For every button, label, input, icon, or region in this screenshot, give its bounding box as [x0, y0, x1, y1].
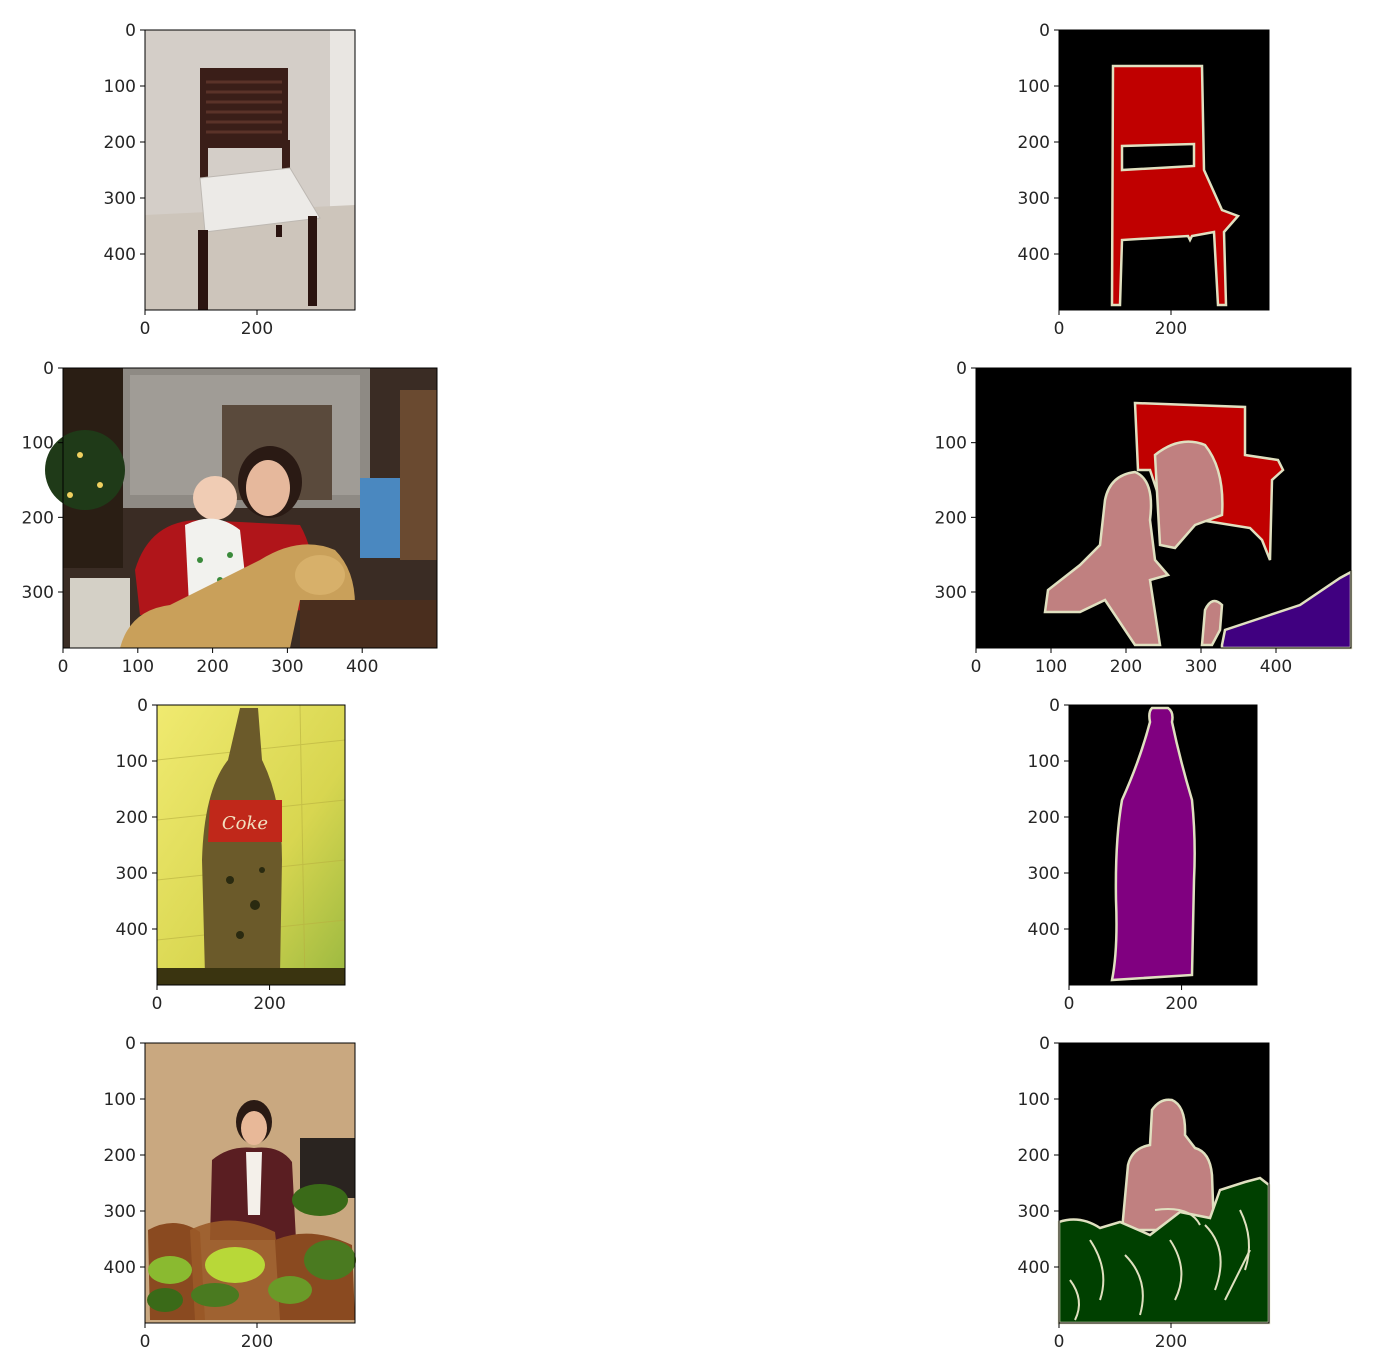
- y-tick-label: 100: [1028, 752, 1060, 772]
- x-tick-label: 0: [1064, 994, 1075, 1014]
- y-tick-label: 300: [935, 583, 967, 603]
- x-tick-label: 200: [1165, 994, 1197, 1014]
- y-tick-label: 200: [116, 808, 148, 828]
- panel-7-image: [145, 1043, 356, 1323]
- x-tick-label: 0: [1054, 1332, 1065, 1352]
- y-tick-label: 300: [116, 864, 148, 884]
- x-tick-label: 200: [196, 657, 228, 677]
- y-tick-label: 100: [22, 434, 54, 454]
- y-tick-label: 0: [43, 359, 54, 379]
- y-tick-label: 100: [104, 77, 136, 97]
- x-tick-label: 0: [140, 1332, 151, 1352]
- x-tick-label: 200: [1155, 1332, 1187, 1352]
- y-tick-label: 0: [956, 359, 967, 379]
- y-tick-label: 0: [125, 21, 136, 41]
- x-tick-label: 0: [58, 657, 69, 677]
- panel-2-mask: [1059, 30, 1269, 310]
- y-tick-label: 100: [1018, 77, 1050, 97]
- panel-1-image: [145, 30, 355, 310]
- panel-6-mask: [1069, 705, 1257, 985]
- y-tick-label: 0: [137, 696, 148, 716]
- x-tick-label: 200: [253, 994, 285, 1014]
- y-tick-label: 300: [104, 189, 136, 209]
- y-tick-label: 0: [1039, 1034, 1050, 1054]
- x-tick-label: 200: [1155, 319, 1187, 339]
- panel-3-image: [45, 368, 437, 648]
- y-tick-label: 400: [1018, 245, 1050, 265]
- y-tick-label: 100: [116, 752, 148, 772]
- y-tick-label: 200: [1018, 133, 1050, 153]
- y-tick-label: 400: [1028, 920, 1060, 940]
- x-tick-label: 400: [346, 657, 378, 677]
- y-tick-label: 300: [104, 1202, 136, 1222]
- y-tick-label: 300: [1028, 864, 1060, 884]
- y-tick-label: 200: [1028, 808, 1060, 828]
- y-tick-label: 0: [1049, 696, 1060, 716]
- chair-photo: [145, 30, 355, 310]
- panel-8-mask: [1059, 1043, 1269, 1323]
- y-tick-label: 100: [935, 434, 967, 454]
- y-tick-label: 300: [1018, 189, 1050, 209]
- y-tick-label: 400: [104, 245, 136, 265]
- x-tick-label: 400: [1260, 657, 1292, 677]
- y-tick-label: 100: [104, 1090, 136, 1110]
- x-tick-label: 200: [1110, 657, 1142, 677]
- x-tick-label: 0: [971, 657, 982, 677]
- panel-4-mask: [976, 368, 1351, 648]
- y-tick-label: 200: [104, 1146, 136, 1166]
- x-tick-label: 300: [1185, 657, 1217, 677]
- x-tick-label: 100: [1035, 657, 1067, 677]
- x-tick-label: 0: [1054, 319, 1065, 339]
- x-tick-label: 0: [152, 994, 163, 1014]
- y-tick-label: 200: [1018, 1146, 1050, 1166]
- x-tick-label: 300: [271, 657, 303, 677]
- y-tick-label: 200: [22, 508, 54, 528]
- y-tick-label: 200: [104, 133, 136, 153]
- x-tick-label: 0: [140, 319, 151, 339]
- y-tick-label: 400: [104, 1258, 136, 1278]
- panel-5-image: Coke: [157, 705, 345, 985]
- y-tick-label: 100: [1018, 1090, 1050, 1110]
- y-tick-label: 0: [125, 1034, 136, 1054]
- y-tick-label: 0: [1039, 21, 1050, 41]
- y-tick-label: 300: [22, 583, 54, 603]
- y-tick-label: 200: [935, 508, 967, 528]
- y-tick-label: 300: [1018, 1202, 1050, 1222]
- bottle-label-text: Coke: [222, 813, 268, 834]
- x-tick-label: 100: [122, 657, 154, 677]
- x-tick-label: 200: [241, 1332, 273, 1352]
- x-tick-label: 200: [241, 319, 273, 339]
- y-tick-label: 400: [1018, 1258, 1050, 1278]
- y-tick-label: 400: [116, 920, 148, 940]
